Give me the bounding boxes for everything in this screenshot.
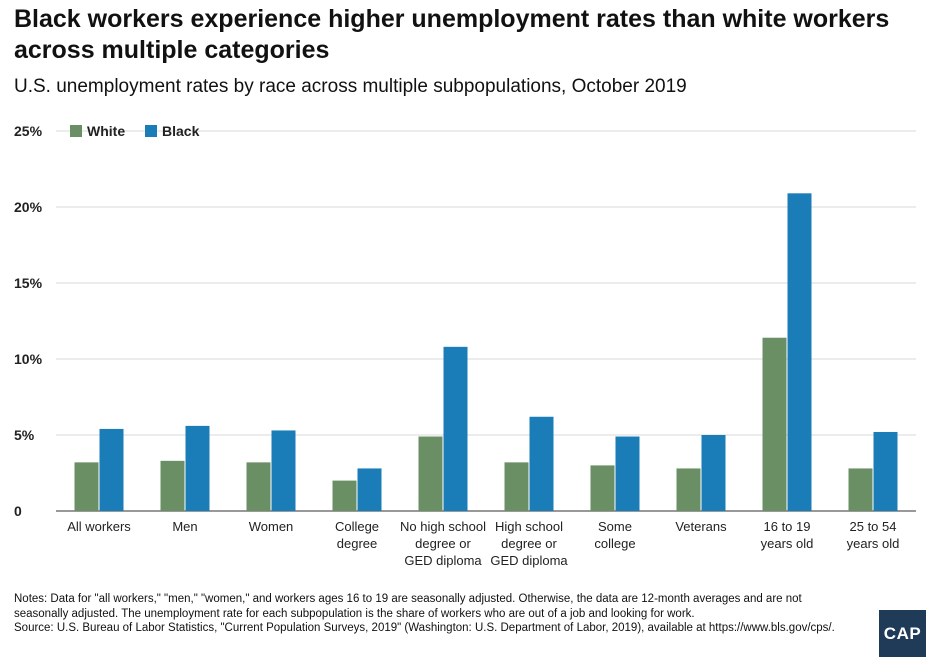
x-tick-label: No high school	[400, 519, 486, 534]
bar-white	[160, 460, 185, 511]
bar-black	[357, 468, 382, 511]
x-tick-label: college	[594, 536, 635, 551]
x-tick-label: Veterans	[675, 519, 727, 534]
bar-black	[443, 346, 468, 511]
notes-text: Notes: Data for "all workers," "men," "w…	[14, 593, 802, 620]
bar-black	[701, 435, 726, 511]
bar-black	[271, 430, 296, 511]
bar-chart: 0 5% 10% 15% 20% 25% White Black All workers Men W…	[14, 123, 916, 568]
x-tick-label: degree or	[415, 536, 471, 551]
y-tick-label: 0	[14, 503, 22, 519]
x-tick-label: 16 to 19	[764, 519, 811, 534]
x-tick-label: GED diploma	[490, 553, 568, 568]
chart-notes: Notes: Data for "all workers," "men," "w…	[14, 592, 854, 636]
legend-swatch-white	[70, 125, 82, 137]
cap-logo: CAP	[879, 610, 926, 657]
bar-white	[762, 337, 787, 511]
x-tick-label: years old	[761, 536, 814, 551]
x-tick-label: years old	[847, 536, 900, 551]
bar-black	[873, 431, 898, 511]
bar-black	[529, 416, 554, 511]
bar-white	[246, 462, 271, 511]
x-tick-label: Some	[598, 519, 632, 534]
bar-black	[787, 193, 812, 511]
x-tick-label: High school	[495, 519, 563, 534]
bar-black	[99, 428, 124, 511]
x-tick-label: degree	[337, 536, 377, 551]
y-tick-label: 20%	[14, 199, 43, 215]
source-text: Source: U.S. Bureau of Labor Statistics,…	[14, 622, 835, 634]
bar-white	[590, 465, 615, 511]
x-tick-label: College	[335, 519, 379, 534]
x-tick-label: Men	[172, 519, 197, 534]
bar-white	[504, 462, 529, 511]
x-tick-label: GED diploma	[404, 553, 482, 568]
y-tick-label: 5%	[14, 427, 35, 443]
bar-black	[615, 436, 640, 511]
bar-white	[848, 468, 873, 511]
legend-label-white: White	[87, 123, 125, 139]
bar-white	[418, 436, 443, 511]
bar-white	[332, 480, 357, 511]
y-tick-label: 25%	[14, 123, 43, 139]
x-tick-label: degree or	[501, 536, 557, 551]
x-tick-label: Women	[249, 519, 294, 534]
chart-title: Black workers experience higher unemploy…	[14, 5, 890, 64]
y-tick-label: 15%	[14, 275, 43, 291]
legend-label-black: Black	[162, 123, 200, 139]
bar-white	[676, 468, 701, 511]
x-tick-label: 25 to 54	[850, 519, 897, 534]
legend-swatch-black	[145, 125, 157, 137]
bar-white	[74, 462, 99, 511]
bar-black	[185, 425, 210, 511]
y-tick-label: 10%	[14, 351, 43, 367]
x-tick-label: All workers	[67, 519, 131, 534]
chart-subtitle: U.S. unemployment rates by race across m…	[14, 76, 687, 97]
